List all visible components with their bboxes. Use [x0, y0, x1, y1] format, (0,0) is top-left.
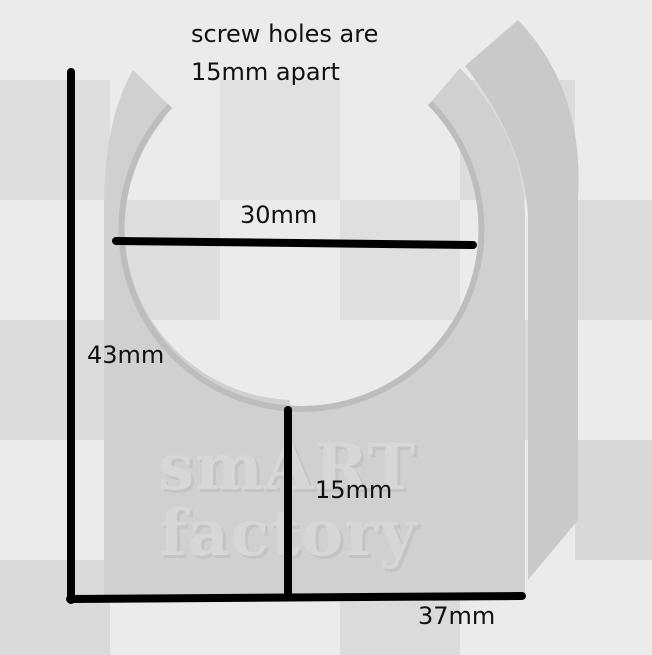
base-label: 37mm: [418, 602, 496, 630]
hole-spacing-label: 15mm: [315, 476, 393, 504]
width-dimension-line: [112, 237, 477, 249]
note-line-2: 15mm apart: [191, 58, 340, 86]
note-line-1: screw holes are: [191, 20, 379, 48]
height-label: 43mm: [87, 341, 165, 369]
dimension-lines: [66, 68, 526, 604]
pipe-clip-body: [104, 68, 525, 598]
base-dimension-line: [66, 592, 526, 603]
clip-side-shadow: [465, 20, 579, 580]
screw-hole-note: screw holes are 15mm apart: [191, 15, 378, 91]
width-label: 30mm: [240, 201, 318, 229]
clip-inner-rim: [118, 100, 485, 412]
